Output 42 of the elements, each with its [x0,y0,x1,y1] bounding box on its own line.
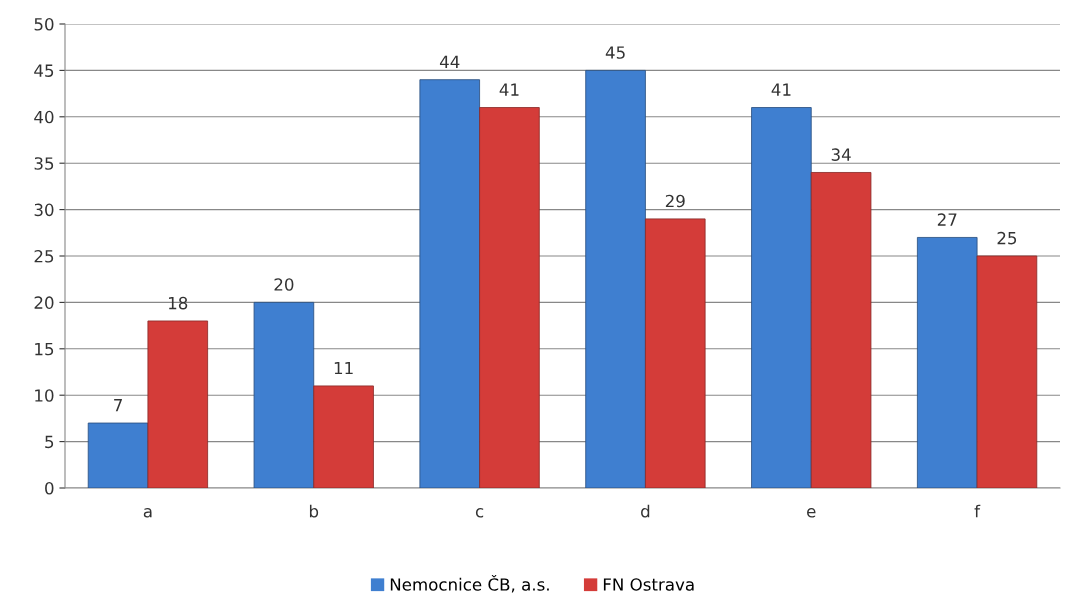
x-tick-label: e [807,508,816,518]
data-label: 27 [937,213,957,226]
data-label: 25 [997,231,1017,245]
data-label: 20 [274,278,294,291]
bar [751,107,812,488]
y-tick-label: 40 [34,110,54,124]
bar [313,385,374,488]
y-tick-label: 5 [45,435,54,449]
y-tick-label: 25 [34,249,54,263]
x-tick-label: c [475,508,484,518]
x-tick-label: a [143,508,152,518]
x-tick-label: f [974,504,981,518]
y-tick-label: 30 [34,203,54,217]
bar [916,237,978,488]
bar [645,218,706,488]
y-tick-label: 20 [34,296,54,309]
bar [810,172,872,488]
data-label: 7 [114,399,122,412]
bar [419,79,480,488]
data-label: 44 [439,55,460,68]
data-label: 29 [665,194,685,208]
data-label: 41 [499,83,519,96]
y-tick-label: 0 [45,481,54,495]
bar [479,107,540,488]
y-tick-label: 45 [34,64,54,77]
y-tick-label: 10 [35,389,54,402]
data-label: 45 [605,46,625,59]
data-label: 34 [831,148,851,161]
legend-label: FN Ostrava [603,578,694,591]
bar [253,301,315,488]
bar [585,69,646,488]
bar [87,422,149,488]
y-tick-label: 15 [35,342,54,356]
bar [147,320,209,488]
data-label: 11 [334,361,353,375]
x-tick-label: b [309,504,319,518]
y-tick-label: 50 [34,17,54,31]
data-label: 41 [771,83,791,96]
x-tick-label: d [641,504,650,518]
y-tick-label: 35 [34,157,54,170]
bar [976,255,1038,488]
legend-label: Nemocnice ČB, a.s. [390,575,549,593]
